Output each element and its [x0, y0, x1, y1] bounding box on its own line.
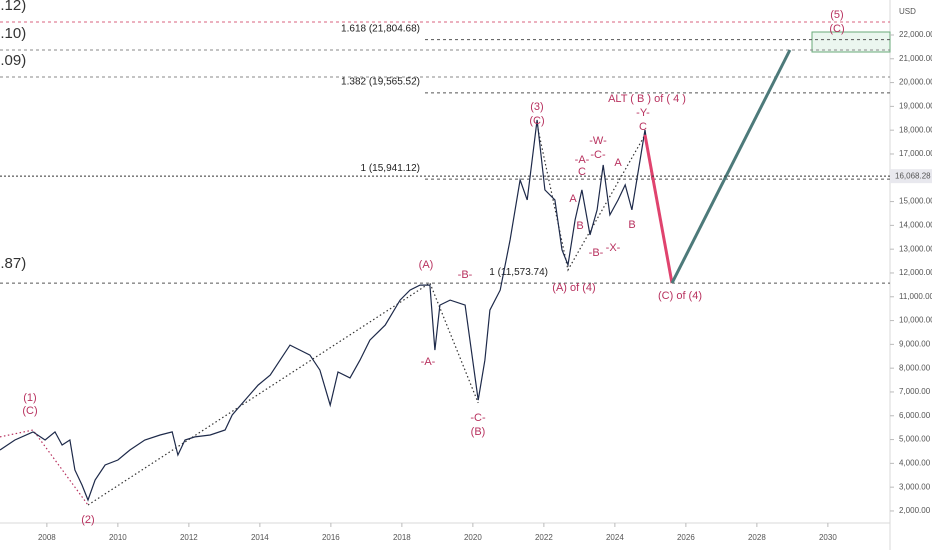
level-label: 1 (11,573.74)	[489, 267, 548, 278]
cut-label: 5.09)	[0, 52, 26, 69]
wave-label: -C-	[590, 149, 606, 161]
y-tick-label: 18,000.00	[899, 125, 932, 134]
wave-label: (3)	[530, 101, 543, 113]
y-tick-label: 4,000.00	[899, 458, 931, 467]
wave-label: (C)	[529, 115, 544, 127]
x-tick-label: 2010	[109, 533, 127, 542]
y-tick-label: 3,000.00	[899, 482, 931, 491]
wave-label: -A-	[575, 154, 590, 166]
level-label: 1.618 (21,804.68)	[341, 23, 420, 34]
price-line	[0, 119, 653, 502]
wave-label: (A)	[419, 259, 434, 271]
y-tick-label: 17,000.00	[899, 149, 932, 158]
y-tick-label: 20,000.00	[899, 78, 932, 87]
y-tick-label: 7,000.00	[899, 387, 931, 396]
wave-label: A	[569, 193, 577, 205]
wave-label: A	[614, 157, 622, 169]
y-tick-label: 12,000.00	[899, 268, 932, 277]
last-price-box	[890, 169, 932, 184]
wave-label: C	[639, 121, 647, 133]
y-tick-label: 9,000.00	[899, 339, 931, 348]
wave-label: (2)	[81, 514, 94, 526]
x-tick-label: 2024	[606, 533, 624, 542]
y-tick-label: 19,000.00	[899, 101, 932, 110]
wave-label: C	[578, 166, 586, 178]
currency: USD	[899, 7, 916, 16]
y-tick-label: 10,000.00	[899, 316, 932, 325]
y-tick-label: 2,000.00	[899, 506, 931, 515]
wave-label: (5)	[830, 9, 843, 21]
x-tick-label: 2012	[180, 533, 198, 542]
wave-label: -B-	[589, 247, 604, 259]
y-tick-label: 5,000.00	[899, 435, 931, 444]
wave-label: -B-	[458, 269, 473, 281]
wave-label: (A) of (4)	[552, 282, 595, 294]
x-tick-label: 2016	[322, 533, 340, 542]
wave-label: (C) of (4)	[658, 290, 702, 302]
target-zone	[811, 31, 891, 53]
wave-label: -A-	[421, 356, 436, 368]
y-tick-label: 6,000.00	[899, 411, 931, 420]
wave-line	[87, 124, 646, 506]
y-tick-label: 15,000.00	[899, 197, 932, 206]
cut-label: 2.10)	[0, 25, 26, 42]
y-tick-label: 13,000.00	[899, 244, 932, 253]
x-tick-label: 2014	[251, 533, 269, 542]
wave-label: ALT ( B ) of ( 4 )	[608, 93, 686, 105]
y-tick-label: 8,000.00	[899, 363, 931, 372]
wave-label: -C-	[470, 412, 486, 424]
wave-label: B	[576, 220, 583, 232]
y-tick-label: 11,000.00	[899, 292, 932, 301]
wave-label: (C)	[22, 405, 37, 417]
wave-label: B	[628, 219, 635, 231]
wave-label: -X-	[606, 242, 621, 254]
wave-label: (1)	[23, 392, 36, 404]
wave-label: -W-	[589, 135, 607, 147]
x-tick-label: 2018	[393, 533, 411, 542]
wave-label: -Y-	[636, 107, 650, 119]
last-price-label: 16,068.28	[895, 171, 931, 180]
projection-line	[643, 134, 674, 284]
x-tick-label: 2028	[748, 533, 766, 542]
y-tick-label: 14,000.00	[899, 220, 932, 229]
wave-label: (B)	[471, 426, 486, 438]
level-label: 1.382 (19,565.52)	[341, 77, 420, 88]
x-tick-label: 2008	[38, 533, 56, 542]
y-tick-label: 22,000.00	[899, 30, 932, 39]
level-label: 1 (15,941.12)	[361, 163, 421, 174]
x-tick-label: 2030	[819, 533, 837, 542]
x-tick-label: 2020	[464, 533, 482, 542]
y-tick-label: 21,000.00	[899, 54, 932, 63]
cut-label: 4.87)	[0, 255, 26, 272]
x-tick-label: 2026	[677, 533, 695, 542]
wave-label: (C)	[829, 23, 844, 35]
x-tick-label: 2022	[535, 533, 553, 542]
projection-line	[670, 49, 792, 284]
cut-label: 3.12)	[0, 0, 26, 14]
